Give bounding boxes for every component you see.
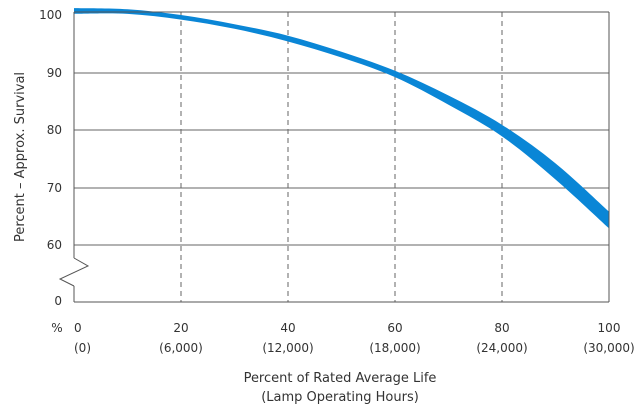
x-tick-hours-label: (0) (74, 341, 91, 355)
y-tick-label: 60 (47, 238, 62, 252)
y-tick-label: 70 (47, 181, 62, 195)
x-tick-hours-label: (12,000) (262, 341, 313, 355)
x-tick-label: 0 (74, 321, 82, 335)
y-axis-ticks: 100 90 80 70 60 0 (39, 8, 62, 308)
y-tick-label: 100 (39, 8, 62, 22)
x-tick-label: 80 (494, 321, 509, 335)
plot-frame (58, 11, 610, 303)
x-tick-hours-label: (6,000) (159, 341, 203, 355)
x-tick-label: 100 (598, 321, 621, 335)
x-tick-hours-label: (30,000) (583, 341, 634, 355)
y-tick-label: 90 (47, 66, 62, 80)
x-tick-label: 60 (387, 321, 402, 335)
survival-band (74, 8, 609, 229)
x-tick-label: 40 (280, 321, 295, 335)
x-tick-hours-label: (24,000) (476, 341, 527, 355)
y-tick-label: 80 (47, 123, 62, 137)
x-axis-ticks: 0 (0) 20 (6,000) 40 (12,000) 60 (18,000) 80 (24,0… (74, 321, 635, 355)
x-axis-label-sub: (Lamp Operating Hours) (261, 390, 419, 405)
x-axis-label: Percent of Rated Average Life (244, 371, 437, 386)
y-tick-label: 0 (54, 294, 62, 308)
y-axis-label: Percent – Approx. Survival (13, 72, 28, 242)
x-tick-hours-label: (18,000) (369, 341, 420, 355)
x-axis-unit-marker: % (51, 321, 62, 335)
gridlines (74, 12, 609, 302)
axis-break (58, 257, 90, 287)
x-tick-label: 20 (173, 321, 188, 335)
